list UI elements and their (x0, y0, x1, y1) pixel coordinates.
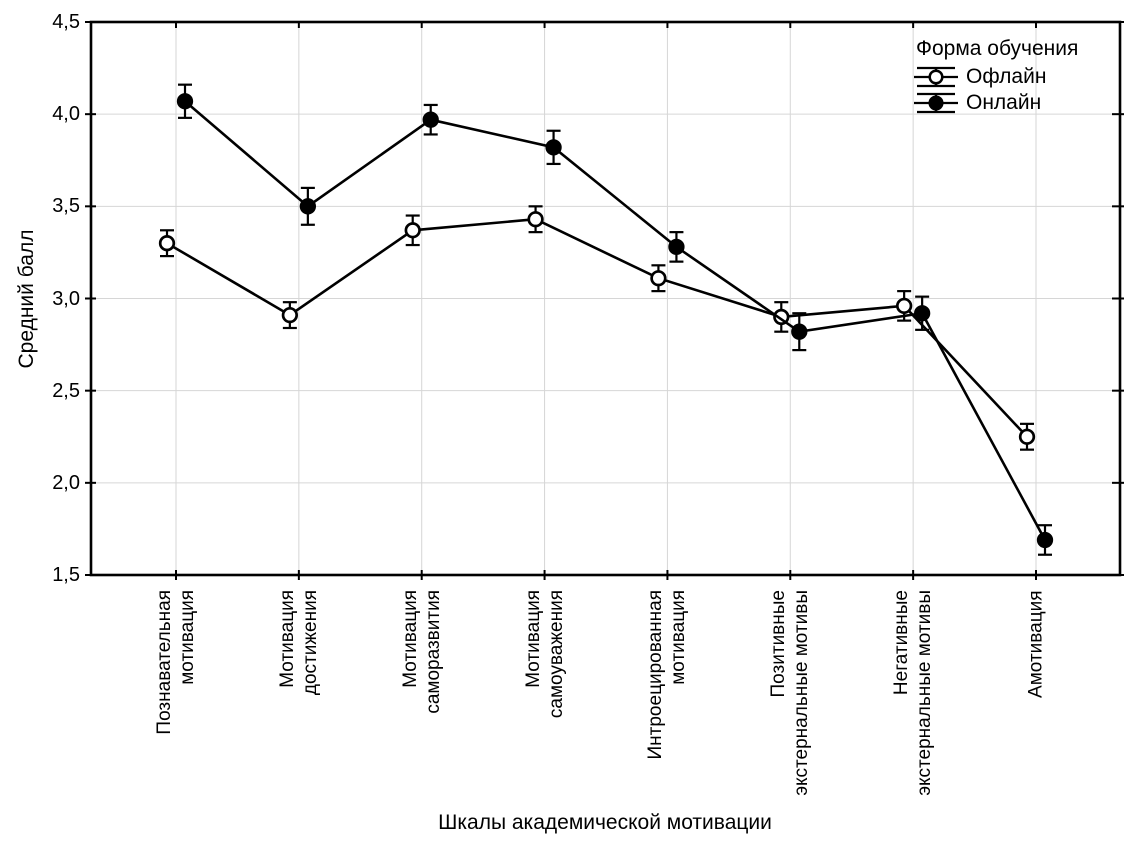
y-tick-label: 2,0 (52, 471, 80, 494)
data-point-offline (1018, 428, 1036, 445)
legend: Форма обучения Офлайн Онлайн (914, 36, 1078, 116)
filled-circle-legend-key-icon (914, 92, 958, 114)
data-point-offline (650, 270, 667, 287)
x-axis-title: Шкалы академической мотивации (438, 811, 772, 834)
legend-label-offline: Офлайн (966, 65, 1047, 88)
y-axis-title: Средний балл (15, 229, 38, 369)
y-tick-label: 3,5 (52, 195, 80, 218)
series-online (176, 83, 1054, 556)
y-tick-label: 1,5 (52, 564, 80, 586)
data-point-online (791, 323, 808, 340)
open-circle-legend-key-icon (914, 66, 958, 88)
data-point-online (176, 93, 194, 110)
data-point-offline (281, 306, 299, 324)
series-line-online (184, 100, 1047, 541)
data-point-offline (895, 297, 913, 315)
legend-item-online: Онлайн (914, 90, 1078, 116)
y-tick-label: 3,0 (52, 287, 80, 310)
data-point-online (545, 139, 562, 156)
data-point-online (913, 305, 931, 322)
data-point-offline (527, 211, 544, 228)
data-point-offline (404, 222, 421, 239)
legend-entries: Офлайн Онлайн (914, 64, 1078, 116)
data-point-offline (158, 235, 176, 252)
legend-title: Форма обучения (916, 37, 1079, 60)
category-label: Мотивация достижения (276, 590, 321, 696)
series-offline (158, 205, 1036, 451)
data-point-online (299, 198, 317, 215)
legend-label-online: Онлайн (966, 91, 1042, 114)
legend-item-offline: Офлайн (914, 64, 1078, 90)
category-label: Негативные экстернальные мотивы (891, 590, 936, 796)
y-tick-label: 2,5 (52, 379, 80, 402)
data-point-online (422, 111, 439, 128)
y-tick-label: 4,0 (52, 103, 80, 126)
category-label: Амотивация (1025, 590, 1047, 698)
y-tick-label: 4,5 (52, 11, 80, 33)
series-line-offline (166, 217, 1028, 438)
plot-border (89, 20, 1122, 577)
data-point-online (668, 238, 685, 256)
category-label: Познавательная мотивация (154, 590, 198, 735)
data-point-online (1036, 531, 1054, 549)
